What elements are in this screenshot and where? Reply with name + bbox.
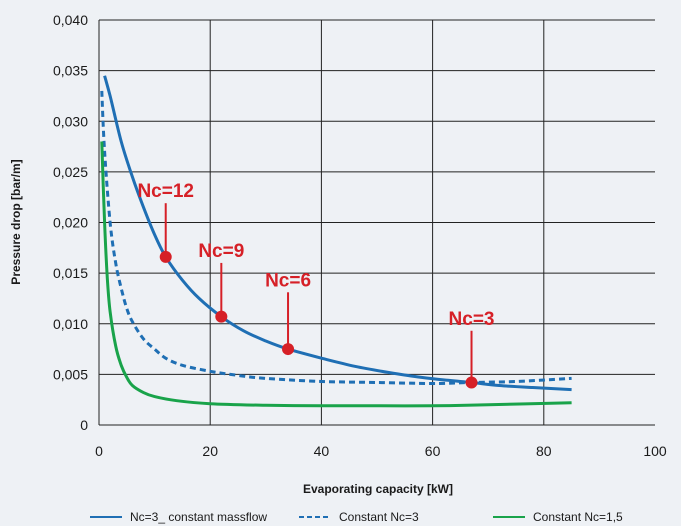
annotation-marker — [465, 376, 478, 389]
legend: Nc=3_ constant massflow Constant Nc=3 Cons… — [90, 510, 623, 524]
series-line-constant-massflow — [103, 75, 572, 392]
y-tick-label: 0 — [80, 417, 88, 433]
annotation-marker — [215, 310, 228, 323]
series-line-constant-nc3 — [100, 90, 572, 385]
x-axis-title: Evaporating capacity [kW] — [303, 482, 453, 496]
legend-label: Constant Nc=1,5 — [533, 510, 623, 524]
annotation-label: Nc=3 — [449, 309, 495, 330]
y-tick-label: 0,020 — [53, 215, 88, 231]
legend-label: Nc=3_ constant massflow — [130, 510, 267, 524]
x-tick-label: 100 — [643, 443, 667, 459]
annotation-marker — [159, 250, 172, 263]
annotation-label: Nc=6 — [265, 270, 311, 291]
x-tick-label: 80 — [536, 443, 552, 459]
legend-label: Constant Nc=3 — [339, 510, 419, 524]
series-line-constant-nc1-5 — [100, 141, 572, 408]
grid-lines — [98, 19, 655, 426]
annotation-label: Nc=9 — [198, 241, 244, 262]
y-tick-label: 0,030 — [53, 113, 88, 129]
y-tick-label: 0,040 — [53, 12, 88, 28]
y-tick-label: 0,005 — [53, 366, 88, 382]
y-tick-label: 0,015 — [53, 265, 88, 281]
annotation-marker — [282, 343, 295, 356]
x-tick-label: 0 — [95, 443, 103, 459]
annotations: Nc=12 Nc=9 Nc=6 Nc=3 — [137, 181, 495, 389]
x-tick-label: 60 — [425, 443, 441, 459]
y-axis-title: Pressure drop [bar/m] — [9, 159, 23, 284]
tick-labels: 0 0,005 0,010 0,015 0,020 0,025 0,030 0,035 0,04… — [53, 12, 667, 459]
x-tick-label: 40 — [314, 443, 330, 459]
y-tick-label: 0,010 — [53, 316, 88, 332]
series-lines — [100, 75, 572, 408]
y-tick-label: 0,025 — [53, 164, 88, 180]
x-tick-label: 20 — [202, 443, 218, 459]
annotation-label: Nc=12 — [137, 181, 194, 202]
y-tick-label: 0,035 — [53, 63, 88, 79]
